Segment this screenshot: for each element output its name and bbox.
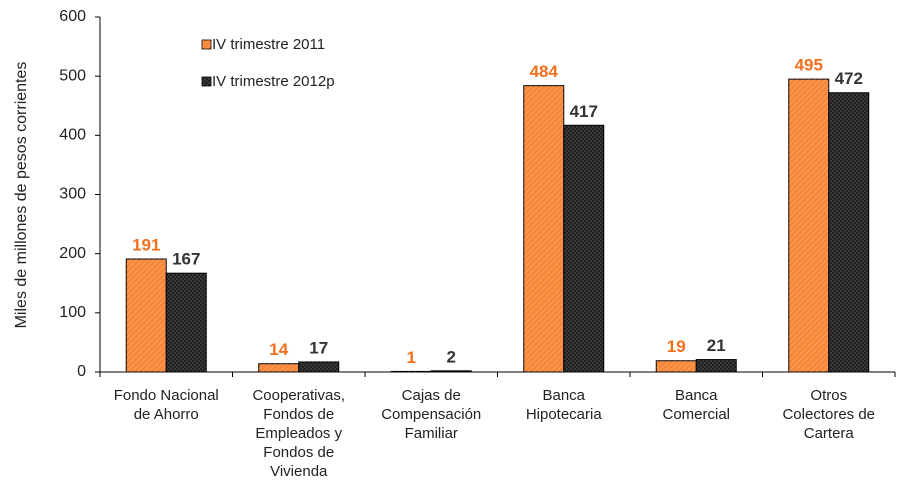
y-tick-label: 400 [59, 127, 86, 144]
x-tick-label: Fondo Nacional de Ahorro [114, 387, 219, 423]
bar [430, 370, 472, 373]
x-tick-label: Otros Colectores de Cartera [782, 387, 875, 442]
legend-swatch-texture [202, 77, 211, 86]
value-label: 17 [309, 338, 328, 357]
bar [655, 360, 697, 373]
y-tick-label: 300 [59, 186, 86, 203]
y-axis-label: Miles de millones de pesos corrientes [13, 62, 30, 329]
y-tick-label: 600 [59, 8, 86, 25]
bar [695, 359, 737, 373]
bar [165, 272, 207, 373]
value-label: 1 [407, 348, 416, 367]
value-label: 472 [835, 69, 863, 88]
y-tick-label: 500 [59, 67, 86, 84]
y-tick-label: 100 [59, 304, 86, 321]
value-label: 2 [447, 347, 456, 366]
x-tick-label: Cooperativas, Fondos de Empleados y Fondos … [252, 387, 345, 480]
value-label: 484 [530, 62, 559, 81]
y-tick-label: 0 [77, 363, 86, 380]
bar [125, 258, 167, 373]
legend-label: IV trimestre 2011 [212, 36, 325, 53]
bar [390, 370, 432, 373]
x-tick-label: Cajas de Compensación Familiar [381, 387, 481, 442]
bar [828, 92, 870, 373]
legend-label: IV trimestre 2012p [212, 73, 335, 90]
value-label: 191 [132, 235, 160, 254]
bar [523, 85, 565, 373]
value-label: 495 [795, 56, 823, 75]
x-tick-label: Banca Comercial [662, 387, 730, 423]
bar [298, 361, 340, 373]
value-label: 19 [667, 337, 686, 356]
value-label: 21 [707, 336, 726, 355]
value-label: 417 [570, 102, 598, 121]
legend-swatch-texture [202, 40, 211, 49]
bar [788, 78, 830, 373]
y-tick-label: 200 [59, 245, 86, 262]
x-tick-label: Banca Hipotecaria [526, 387, 603, 423]
bar [258, 363, 300, 373]
value-label: 167 [172, 250, 200, 269]
bar [563, 124, 605, 373]
value-label: 14 [269, 340, 288, 359]
